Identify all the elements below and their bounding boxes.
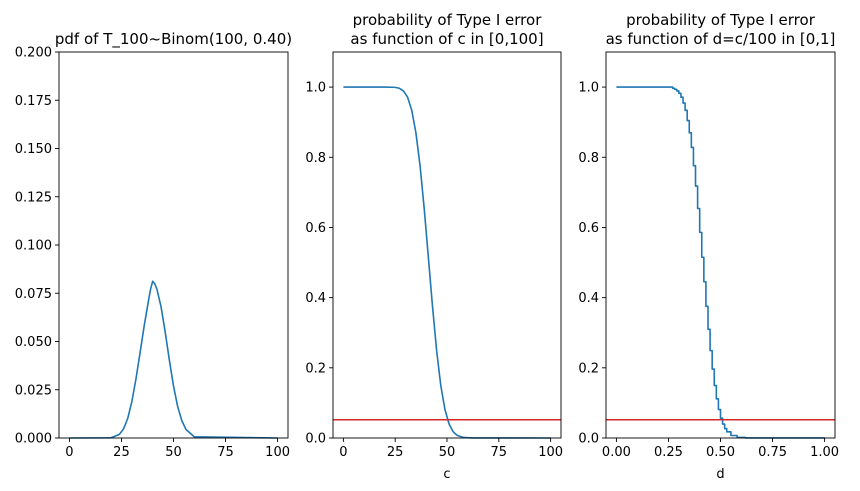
x-axis-label: d bbox=[716, 467, 724, 482]
x-tick-label: 25 bbox=[113, 445, 130, 460]
series-line bbox=[343, 86, 551, 439]
x-axis-label: c bbox=[443, 467, 450, 482]
y-tick-label: 0.8 bbox=[578, 151, 599, 166]
x-tick-label: 0 bbox=[65, 445, 73, 460]
series-line bbox=[69, 280, 278, 439]
y-tick-label: 0.025 bbox=[15, 383, 52, 398]
axes-frame bbox=[332, 51, 562, 439]
x-tick-label: 0.75 bbox=[758, 445, 787, 460]
axes-frame bbox=[58, 51, 289, 439]
chart-title-line: probability of Type I error bbox=[626, 11, 816, 29]
y-tick-label: 0.100 bbox=[15, 239, 52, 254]
y-tick-label: 0.075 bbox=[15, 287, 52, 302]
series-line bbox=[616, 86, 826, 439]
chart-title-line: pdf of T_100~Binom(100, 0.40) bbox=[55, 30, 292, 49]
chart-title-line: as function of d=c/100 in [0,1] bbox=[606, 30, 836, 48]
x-tick-label: 75 bbox=[491, 445, 508, 460]
y-tick-label: 0.4 bbox=[305, 291, 326, 306]
x-tick-label: 0.50 bbox=[706, 445, 735, 460]
y-tick-label: 0.2 bbox=[578, 361, 599, 376]
x-tick-label: 100 bbox=[265, 445, 290, 460]
y-tick-label: 0.0 bbox=[578, 432, 599, 447]
x-tick-label: 0 bbox=[339, 445, 347, 460]
x-tick-label: 0.25 bbox=[654, 445, 683, 460]
axes-frame bbox=[605, 51, 836, 439]
x-tick-label: 100 bbox=[538, 445, 563, 460]
y-tick-label: 0.150 bbox=[15, 142, 52, 157]
x-tick-label: 25 bbox=[387, 445, 404, 460]
x-tick-label: 75 bbox=[217, 445, 234, 460]
y-tick-label: 0.200 bbox=[15, 46, 52, 61]
subplot-1: pdf of T_100~Binom(100, 0.40) 0 25 50 75 100 0… bbox=[15, 30, 292, 460]
y-tick-label: 0.2 bbox=[305, 361, 326, 376]
y-tick-label: 0.6 bbox=[578, 221, 599, 236]
y-tick-label: 0.125 bbox=[15, 190, 52, 205]
y-tick-label: 0.4 bbox=[578, 291, 599, 306]
chart-title-line: probability of Type I error bbox=[353, 11, 543, 29]
x-tick-label: 50 bbox=[165, 445, 182, 460]
y-tick-label: 1.0 bbox=[305, 81, 326, 96]
x-tick-label: 0.00 bbox=[602, 445, 631, 460]
y-tick-label: 1.0 bbox=[578, 81, 599, 96]
y-tick-label: 0.6 bbox=[305, 221, 326, 236]
y-tick-label: 0.8 bbox=[305, 151, 326, 166]
y-tick-label: 0.0 bbox=[305, 432, 326, 447]
y-tick-label: 0.175 bbox=[15, 94, 52, 109]
y-tick-label: 0.000 bbox=[15, 432, 52, 447]
x-tick-label: 50 bbox=[439, 445, 456, 460]
x-tick-label: 1.00 bbox=[810, 445, 839, 460]
y-tick-label: 0.050 bbox=[15, 335, 52, 350]
chart-title-line: as function of c in [0,100] bbox=[350, 30, 543, 48]
